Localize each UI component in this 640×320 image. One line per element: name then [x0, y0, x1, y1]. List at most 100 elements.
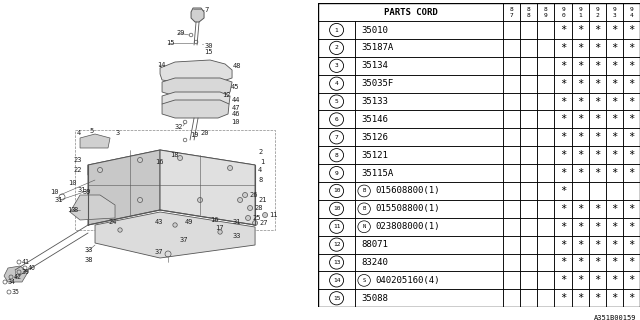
Bar: [503, 164, 520, 182]
Text: 83240: 83240: [361, 258, 388, 267]
Text: 48: 48: [233, 63, 241, 69]
Text: 7: 7: [335, 135, 339, 140]
Text: 35088: 35088: [361, 294, 388, 303]
Text: *: *: [577, 168, 583, 178]
Bar: [554, 289, 572, 307]
Bar: [623, 218, 640, 236]
Text: *: *: [628, 204, 635, 214]
Text: *: *: [577, 276, 583, 285]
Bar: [520, 289, 538, 307]
Text: *: *: [611, 79, 618, 89]
Bar: [572, 182, 589, 200]
Text: 17: 17: [215, 225, 223, 231]
Bar: [606, 57, 623, 75]
Text: *: *: [611, 222, 618, 232]
Text: *: *: [594, 240, 600, 250]
Bar: [538, 164, 554, 182]
Text: *: *: [628, 150, 635, 160]
Bar: [318, 218, 355, 236]
Text: *: *: [628, 61, 635, 71]
Bar: [589, 21, 606, 39]
Bar: [589, 236, 606, 253]
Bar: [589, 128, 606, 146]
Bar: [572, 200, 589, 218]
Text: 3: 3: [116, 130, 120, 136]
Bar: [606, 146, 623, 164]
Bar: [520, 128, 538, 146]
Bar: [520, 218, 538, 236]
Bar: [554, 164, 572, 182]
Bar: [589, 75, 606, 92]
Text: 28: 28: [254, 205, 262, 211]
Text: 4: 4: [258, 167, 262, 173]
Text: *: *: [628, 168, 635, 178]
Bar: [538, 110, 554, 128]
Bar: [623, 164, 640, 182]
Text: 6: 6: [335, 117, 339, 122]
Bar: [355, 110, 503, 128]
Bar: [572, 146, 589, 164]
Text: *: *: [611, 168, 618, 178]
Bar: [554, 253, 572, 271]
Text: 13: 13: [333, 260, 340, 265]
Bar: [623, 92, 640, 110]
Bar: [572, 57, 589, 75]
Text: *: *: [577, 222, 583, 232]
Text: 19: 19: [190, 132, 198, 138]
Bar: [589, 200, 606, 218]
Bar: [520, 253, 538, 271]
Text: PARTS CORD: PARTS CORD: [384, 8, 438, 17]
Text: 45: 45: [231, 84, 239, 90]
Text: 10: 10: [333, 206, 340, 211]
Bar: [503, 200, 520, 218]
Text: *: *: [577, 150, 583, 160]
Bar: [318, 21, 355, 39]
Text: *: *: [577, 25, 583, 35]
Bar: [572, 271, 589, 289]
Bar: [589, 164, 606, 182]
Bar: [503, 289, 520, 307]
Text: *: *: [611, 115, 618, 124]
Polygon shape: [162, 100, 229, 118]
Text: *: *: [611, 132, 618, 142]
Bar: [538, 146, 554, 164]
Bar: [554, 110, 572, 128]
Bar: [623, 271, 640, 289]
Text: 015608800(1): 015608800(1): [375, 187, 440, 196]
Text: *: *: [628, 258, 635, 268]
Bar: [538, 218, 554, 236]
Bar: [318, 75, 355, 92]
Bar: [572, 21, 589, 39]
Bar: [355, 57, 503, 75]
Text: 23: 23: [73, 157, 81, 163]
Bar: [318, 271, 355, 289]
Bar: [318, 57, 355, 75]
Text: 1: 1: [335, 28, 339, 33]
Text: *: *: [628, 25, 635, 35]
Circle shape: [218, 230, 222, 234]
Text: *: *: [594, 61, 600, 71]
Text: 25: 25: [252, 215, 260, 221]
Text: *: *: [628, 293, 635, 303]
Text: *: *: [560, 186, 566, 196]
Text: 20: 20: [200, 130, 209, 136]
Bar: [623, 3, 640, 21]
Text: *: *: [594, 79, 600, 89]
Bar: [606, 289, 623, 307]
Bar: [520, 92, 538, 110]
Bar: [589, 218, 606, 236]
Text: 10: 10: [68, 180, 77, 186]
Bar: [520, 236, 538, 253]
Bar: [538, 271, 554, 289]
Text: 33: 33: [85, 247, 93, 253]
Bar: [318, 92, 355, 110]
Text: B: B: [362, 206, 365, 211]
Text: 8: 8: [258, 177, 262, 183]
Bar: [503, 146, 520, 164]
Polygon shape: [162, 78, 232, 96]
Text: 35126: 35126: [361, 133, 388, 142]
Bar: [606, 271, 623, 289]
Text: *: *: [594, 97, 600, 107]
Bar: [623, 128, 640, 146]
Bar: [538, 39, 554, 57]
